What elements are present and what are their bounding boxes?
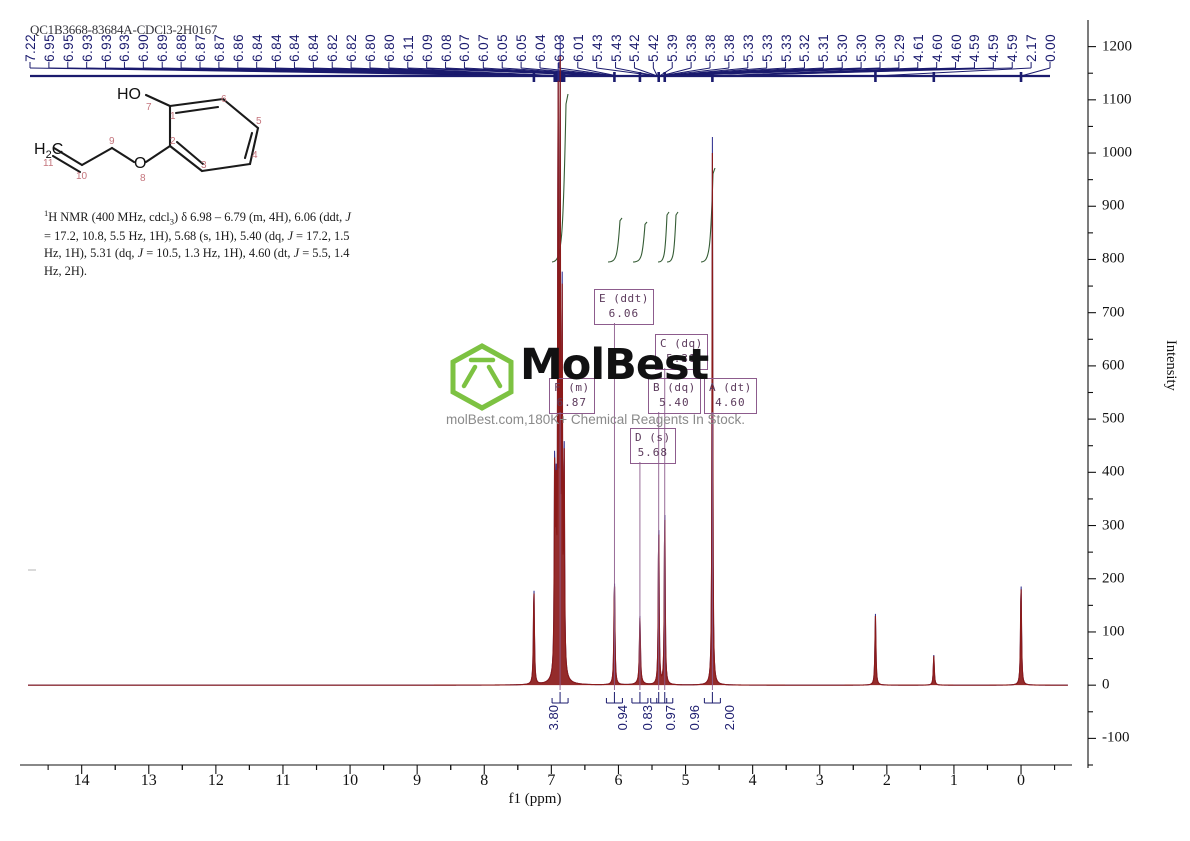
nmr-text-line1: 1H NMR (400 MHz, cdcl3) δ 6.98 – 6.79 (m… bbox=[44, 208, 351, 243]
nmr-text-line2: 10.8, 5.5 Hz, 1H), 5.68 (s, 1H), 5.40 (d… bbox=[44, 228, 350, 261]
peak-label-leader-lines bbox=[29, 62, 1051, 82]
structure-label-ho: HO bbox=[117, 86, 141, 103]
integration-value-label: 2.00 bbox=[722, 705, 737, 731]
integration-bracket-marks bbox=[551, 692, 721, 704]
structure-number-11: 11 bbox=[43, 158, 54, 169]
x-axis-tick-label: 8 bbox=[480, 772, 489, 789]
y-axis: 1200 1100 1000 900 800 700 600 500 400 300 200 100 0… bbox=[1088, 20, 1148, 765]
structure-bonds bbox=[51, 93, 260, 174]
multiplet-name-and-multiplicity: F (m) bbox=[554, 381, 590, 394]
x-axis-tick-label: 14 bbox=[73, 772, 90, 789]
y-axis-tick-label: 900 bbox=[1102, 197, 1125, 214]
structure-number-10: 10 bbox=[76, 171, 88, 182]
x-axis-tick-label: 2 bbox=[882, 772, 891, 789]
multiplet-name-and-multiplicity: C (dq) bbox=[660, 337, 703, 350]
y-axis-tick-label: 500 bbox=[1102, 410, 1125, 427]
multiplet-annotation-box[interactable]: E (ddt) 6.06 bbox=[594, 289, 654, 326]
y-axis-tick-label: 200 bbox=[1102, 570, 1125, 587]
y-axis-tick-label: 0 bbox=[1102, 676, 1110, 693]
y-axis-tick-label: 300 bbox=[1102, 517, 1125, 534]
x-axis-tick-label: 6 bbox=[614, 772, 623, 789]
structure-label-o8: O bbox=[134, 155, 146, 172]
x-axis-tick-label: 13 bbox=[140, 772, 157, 789]
y-axis-tick-label: 400 bbox=[1102, 463, 1125, 480]
integration-value-label: 0.83 bbox=[640, 705, 655, 731]
x-axis-label: f1 (ppm) bbox=[508, 791, 562, 807]
structure-number-9: 9 bbox=[109, 136, 115, 147]
peak-shift-label-ladder: 7.22 6.95 6.95 6.93 6.93 6.93 6.90 6.89 6.88 6.87… bbox=[0, 0, 1190, 90]
multiplet-name-and-multiplicity: A (dt) bbox=[709, 381, 752, 394]
multiplet-shift-value: 5.68 bbox=[637, 445, 669, 459]
x-axis-tick-label: 7 bbox=[547, 772, 556, 789]
y-axis-tick-label: 1100 bbox=[1102, 91, 1132, 108]
x-axis-tick-label: 5 bbox=[681, 772, 690, 789]
structure-atom-labels: HO O H2C bbox=[34, 86, 146, 172]
multiplet-name-and-multiplicity: D (s) bbox=[635, 431, 671, 444]
multiplet-annotation-box[interactable]: A (dt) 4.60 bbox=[704, 378, 757, 415]
nmr-assignment-text: 1H NMR (400 MHz, cdcl3) δ 6.98 – 6.79 (m… bbox=[44, 207, 354, 280]
integral-curve-group bbox=[551, 93, 716, 263]
structure-number-2: 2 bbox=[170, 136, 176, 147]
y-axis-label: Intensity bbox=[1163, 340, 1179, 391]
structure-number-3: 3 bbox=[201, 160, 207, 171]
structure-atom-numbers: 1 2 3 4 5 6 7 8 9 10 11 bbox=[43, 94, 262, 184]
multiplet-guide-lines bbox=[559, 323, 713, 690]
structure-number-8: 8 bbox=[140, 173, 146, 184]
multiplet-annotation-box[interactable]: F (m) 6.87 bbox=[549, 378, 595, 415]
nmr-text-line3: (dq, J = 10.5, 1.3 Hz, 1H), 4.60 (dt, J … bbox=[44, 246, 350, 278]
chemical-structure-diagram: HO O H2C 1 2 3 4 5 6 7 8 9 10 11 bbox=[30, 86, 280, 194]
y-axis-tick-label: 700 bbox=[1102, 304, 1125, 321]
spectrum-trace-overlay bbox=[28, 37, 1068, 686]
multiplet-name-and-multiplicity: B (dq) bbox=[653, 381, 696, 394]
spectrum-trace-main bbox=[22, 56, 1068, 686]
multiplet-annotation-box[interactable]: D (s) 5.68 bbox=[630, 428, 676, 465]
x-axis-tick-label: 0 bbox=[1017, 772, 1026, 789]
x-axis-tick-label: 9 bbox=[413, 772, 422, 789]
x-axis-tick-label: 4 bbox=[748, 772, 757, 789]
integration-value-label: 3.80 bbox=[546, 705, 561, 731]
multiplet-shift-value: 6.06 bbox=[608, 306, 640, 320]
structure-number-1: 1 bbox=[170, 111, 176, 122]
integration-value-label: 0.94 bbox=[615, 705, 630, 731]
axis-lines bbox=[20, 20, 1096, 774]
x-axis-tick-label: 12 bbox=[207, 772, 224, 789]
x-axis-tick-label: 11 bbox=[275, 772, 291, 789]
structure-label-h2c: H2C bbox=[34, 141, 63, 161]
multiplet-annotation-box[interactable]: B (dq) 5.40 bbox=[648, 378, 701, 415]
multiplet-shift-value: 5.40 bbox=[659, 395, 690, 409]
multiplet-shift-value: 6.87 bbox=[556, 395, 588, 409]
structure-number-5: 5 bbox=[256, 116, 262, 127]
structure-number-7: 7 bbox=[146, 102, 152, 113]
integration-value-label: 0.96 bbox=[687, 705, 702, 731]
x-axis-tick-label: 3 bbox=[815, 772, 824, 789]
structure-number-4: 4 bbox=[252, 150, 258, 161]
x-axis-tick-label: 10 bbox=[342, 772, 359, 789]
multiplet-name-and-multiplicity: E (ddt) bbox=[599, 292, 649, 305]
structure-svg: HO O H2C 1 2 3 4 5 6 7 8 9 10 11 bbox=[34, 86, 262, 184]
y-axis-tick-label: 1200 bbox=[1102, 38, 1132, 55]
sample-header: QC1B3668-83684A-CDCl3-2H0167 bbox=[30, 22, 218, 37]
y-axis-tick-label: -100 bbox=[1102, 729, 1130, 746]
y-axis-tick-label: 600 bbox=[1102, 357, 1125, 374]
multiplet-shift-value: 4.60 bbox=[715, 395, 746, 409]
y-axis-tick-label: 100 bbox=[1102, 623, 1125, 640]
y-axis-tick-label: 1000 bbox=[1102, 144, 1132, 161]
y-axis-tick-label: 800 bbox=[1102, 250, 1125, 267]
structure-number-6: 6 bbox=[221, 94, 227, 105]
x-axis-tick-label: 1 bbox=[949, 772, 958, 789]
multiplet-annotation-box[interactable]: C (dq) 5.31 bbox=[655, 334, 708, 371]
multiplet-shift-value: 5.31 bbox=[666, 351, 697, 365]
integration-value-label: 0.97 bbox=[663, 705, 678, 731]
